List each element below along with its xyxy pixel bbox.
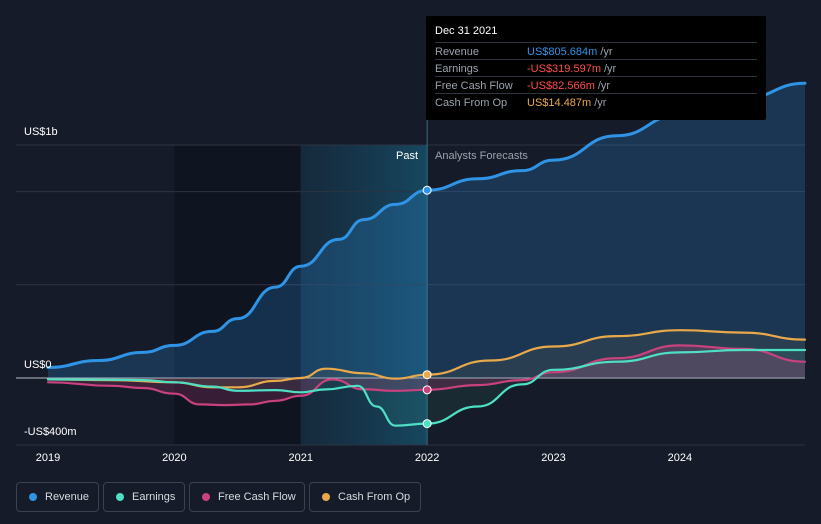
x-tick-label: 2021 — [289, 452, 313, 464]
marker-free-cash-flow — [422, 385, 432, 395]
tooltip-value-text: US$805.684m — [527, 46, 598, 58]
y-label-zero: US$0 — [24, 359, 52, 371]
tooltip-date: Dec 31 2021 — [435, 25, 498, 37]
forecast-region-label: Analysts Forecasts — [435, 150, 528, 162]
legend-item-free-cash-flow[interactable]: Free Cash Flow — [189, 482, 305, 512]
marker-revenue — [422, 185, 432, 195]
marker-earnings — [422, 419, 432, 429]
tooltip-row-cash-from-op: Cash From Op US$14.487m/yr — [435, 93, 757, 111]
past-region-label: Past — [396, 150, 419, 162]
tooltip-value: US$805.684m/yr — [527, 46, 613, 58]
y-label-bottom: -US$400m — [24, 426, 77, 438]
tooltip-row-earnings: Earnings -US$319.597m/yr — [435, 59, 757, 77]
legend-item-earnings[interactable]: Earnings — [103, 482, 185, 512]
line-revenue — [46, 81, 807, 369]
x-tick-label: 2022 — [415, 452, 439, 464]
tooltip-value: -US$82.566m/yr — [527, 80, 610, 92]
x-tick-label: 2020 — [162, 452, 186, 464]
legend-dot-icon — [322, 493, 330, 501]
legend-dot-icon — [29, 493, 37, 501]
legend-label: Earnings — [132, 491, 176, 503]
tooltip-label: Cash From Op — [435, 97, 508, 109]
area-revenue — [48, 83, 805, 379]
legend-item-cash-from-op[interactable]: Cash From Op — [309, 482, 421, 512]
tooltip-unit: /yr — [594, 97, 607, 109]
y-label-top: US$1b — [24, 126, 58, 138]
tooltip-label: Free Cash Flow — [435, 80, 513, 92]
tooltip-label: Revenue — [435, 46, 480, 58]
line-earnings — [46, 348, 807, 427]
tooltip: Dec 31 2021 Revenue US$805.684m/yr Earni… — [426, 16, 766, 120]
legend-label: Free Cash Flow — [218, 491, 296, 503]
tooltip-row-revenue: Revenue US$805.684m/yr — [435, 42, 757, 60]
tooltip-value: US$14.487m/yr — [527, 97, 606, 109]
tooltip-label: Earnings — [435, 63, 479, 75]
marker-cash-from-op — [422, 370, 432, 380]
tooltip-unit: /yr — [597, 80, 611, 92]
legend-label: Cash From Op — [338, 491, 411, 503]
legend-item-revenue[interactable]: Revenue — [16, 482, 99, 512]
tooltip-row-free-cash-flow: Free Cash Flow -US$82.566m/yr — [435, 76, 757, 94]
tooltip-value-text: -US$82.566m — [527, 80, 595, 92]
past-region-highlight — [300, 145, 428, 445]
legend-label: Revenue — [45, 491, 90, 503]
legend-dot-icon — [202, 493, 210, 501]
tooltip-value: -US$319.597m/yr — [527, 63, 616, 75]
x-tick-label: 2019 — [36, 452, 60, 464]
past-region-dark — [174, 145, 301, 445]
tooltip-unit: /yr — [604, 63, 617, 75]
tooltip-value-text: -US$319.597m — [527, 63, 601, 75]
x-tick-label: 2023 — [541, 452, 565, 464]
area-cash-from-op — [48, 330, 805, 388]
tooltip-unit: /yr — [600, 46, 613, 58]
x-tick-label: 2024 — [668, 452, 692, 464]
legend-dot-icon — [116, 493, 124, 501]
tooltip-value-text: US$14.487m — [527, 97, 592, 109]
